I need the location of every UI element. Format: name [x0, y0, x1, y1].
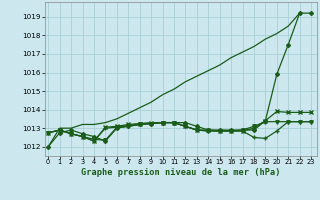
X-axis label: Graphe pression niveau de la mer (hPa): Graphe pression niveau de la mer (hPa) — [81, 168, 281, 177]
